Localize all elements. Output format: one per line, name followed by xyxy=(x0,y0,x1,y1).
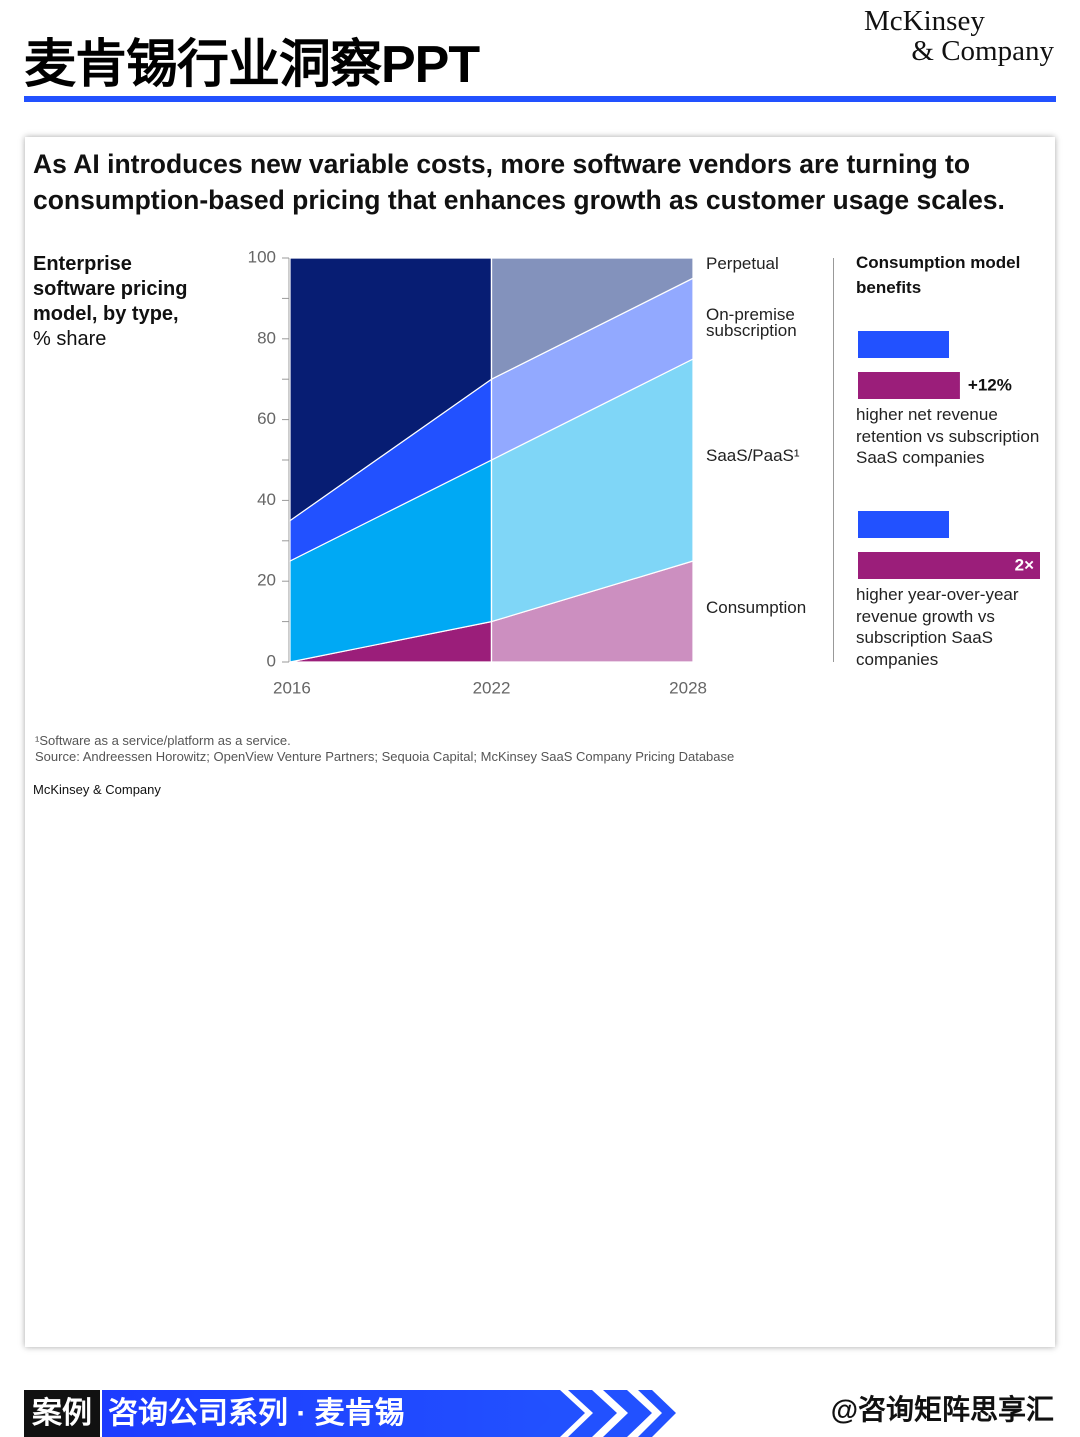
baseline-bar xyxy=(858,511,949,538)
y-label-bold: Enterprise software pricing model, by ty… xyxy=(33,253,188,325)
benefit-label: 2× xyxy=(1015,555,1034,574)
y-label: Enterprise software pricing model, by ty… xyxy=(33,252,193,352)
footnotes: ¹Software as a service/platform as a ser… xyxy=(35,733,734,765)
series-label: SaaS/PaaS¹ xyxy=(706,446,800,465)
series-label: Consumption xyxy=(706,597,807,617)
y-tick-label: 20 xyxy=(257,571,276,590)
divider xyxy=(24,96,1056,102)
credit: McKinsey & Company xyxy=(33,782,161,797)
y-tick-label: 40 xyxy=(257,490,276,509)
benefit-text: higher year-over-year revenue growth vs … xyxy=(856,585,1019,669)
series-label: Perpetual xyxy=(706,254,779,274)
y-tick-label: 60 xyxy=(257,409,276,428)
benefits-title: Consumption model benefits xyxy=(856,253,1021,297)
y-tick-label: 80 xyxy=(257,328,276,347)
y-tick-label: 100 xyxy=(248,247,276,266)
footer-tag: 案例 xyxy=(24,1390,100,1437)
x-tick-label: 2022 xyxy=(473,678,511,697)
series-label: On-premise subscription xyxy=(706,304,797,340)
x-tick-label: 2028 xyxy=(669,678,707,697)
footer-account: @咨询矩阵思享汇 xyxy=(830,1394,1054,1425)
y-label-unit: % share xyxy=(33,328,107,350)
chart-title: As AI introduces new variable costs, mor… xyxy=(33,149,1005,215)
footnote: ¹Software as a service/platform as a ser… xyxy=(35,733,291,748)
benefit-bar xyxy=(858,552,1040,579)
benefit-text: higher net revenue retention vs subscrip… xyxy=(856,405,1040,467)
logo-line: & Company xyxy=(911,35,1054,67)
benefit-label: +12% xyxy=(968,375,1012,394)
x-tick-label: 2016 xyxy=(273,678,311,697)
page-title: 麦肯锡行业洞察PPT xyxy=(24,36,480,94)
baseline-bar xyxy=(858,331,949,358)
benefit-bar xyxy=(858,372,960,399)
logo-line: McKinsey xyxy=(864,5,985,37)
separator xyxy=(833,258,834,662)
footer-series: 咨询公司系列 · 麦肯锡 xyxy=(102,1390,558,1437)
source: Source: Andreessen Horowitz; OpenView Ve… xyxy=(35,749,735,764)
y-tick-label: 0 xyxy=(267,651,276,670)
logo: McKinsey & Company xyxy=(834,6,1054,66)
